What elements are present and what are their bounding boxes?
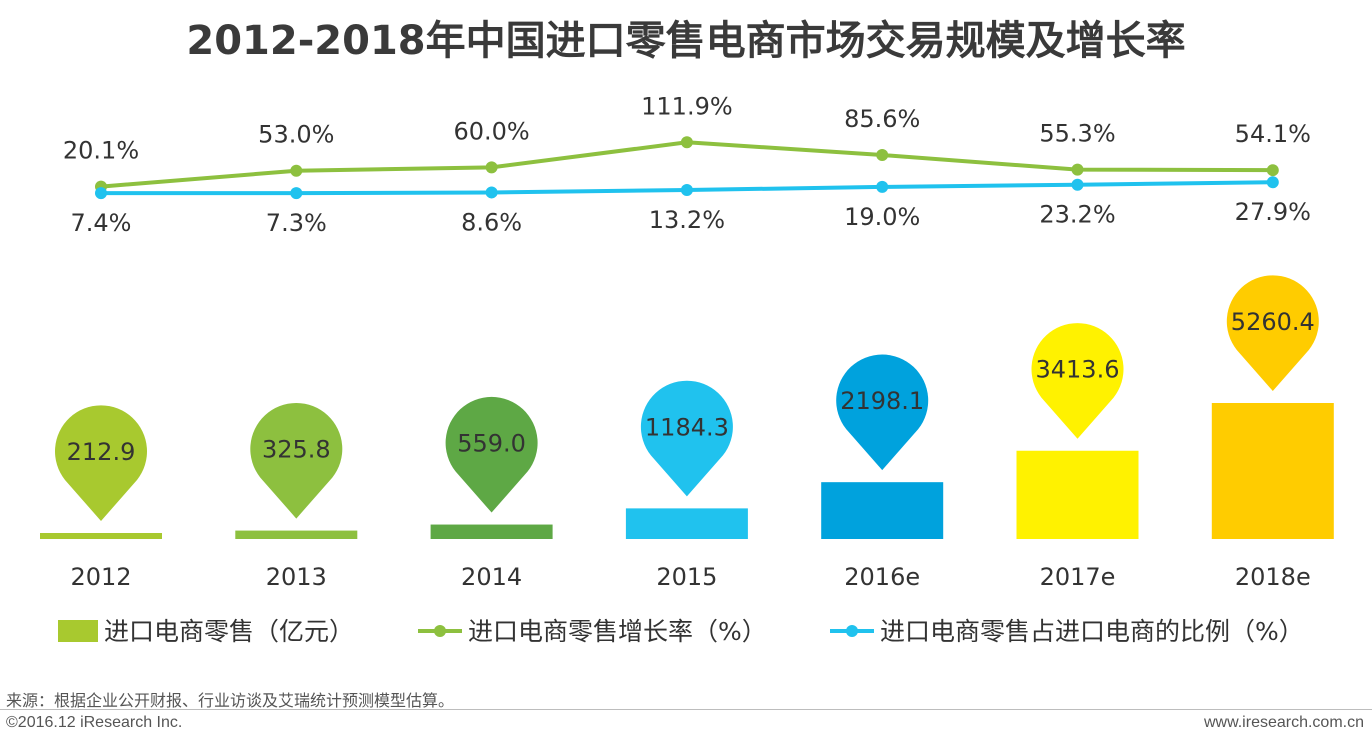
line-value-label: 23.2% [1039, 201, 1115, 229]
line-value-label: 8.6% [461, 208, 522, 236]
line-point [1266, 164, 1279, 177]
value-pin-2015 [640, 380, 733, 497]
line-series-growth-rate [100, 140, 1273, 189]
copyright: ©2016.12 iResearch Inc. [6, 714, 183, 731]
bar-value-label: 325.8 [262, 436, 331, 464]
bar-value-label: 559.0 [457, 430, 526, 458]
line-value-label: 20.1% [63, 137, 139, 165]
line-value-label: 13.2% [649, 206, 725, 234]
bar-value-label: 5260.4 [1231, 308, 1315, 336]
line-value-label: 27.9% [1235, 198, 1311, 226]
line-point [1071, 178, 1084, 191]
x-tick-label: 2017e [1040, 563, 1116, 591]
x-tick-label: 2016e [844, 563, 920, 591]
line-point [680, 136, 693, 149]
bar-value-label: 2198.1 [840, 387, 924, 415]
x-tick-label: 2014 [461, 563, 522, 591]
value-pin-2018e [1226, 275, 1319, 391]
line-point [95, 187, 107, 200]
line-point [290, 187, 303, 200]
line-value-label: 85.6% [844, 105, 920, 133]
line-point [485, 161, 498, 174]
line-point [680, 184, 693, 197]
x-tick-label: 2012 [70, 563, 131, 591]
legend-bar-label: 进口电商零售（亿元） [104, 617, 354, 646]
chart: 212.9 325.8 559.01184.32198.13413.65260.4 … [40, 92, 1334, 646]
line-point [876, 180, 889, 193]
value-pin-2014 [445, 396, 538, 513]
line-value-label: 60.0% [453, 117, 529, 145]
value-pin-2013 [250, 402, 343, 519]
line-point [485, 186, 498, 199]
x-tick-label: 2013 [266, 563, 327, 591]
line-value-label: 19.0% [844, 203, 920, 231]
line-value-label: 7.3% [266, 209, 327, 237]
bar-2016e [821, 482, 944, 539]
bar-2013 [235, 530, 358, 539]
bar-2017e [1016, 450, 1139, 539]
legend-share-marker [846, 625, 858, 637]
line-value-label: 53.0% [258, 121, 334, 149]
line-point [1071, 163, 1084, 176]
line-value-label: 55.3% [1039, 120, 1115, 148]
line-point [876, 148, 889, 161]
line-point [290, 164, 303, 177]
value-pin-2012 [55, 405, 147, 521]
value-pin-2016e [836, 354, 929, 471]
legend-growth-marker [434, 625, 446, 637]
footer-divider [0, 709, 1372, 710]
bar-value-label: 212.9 [67, 438, 136, 466]
bar-2018e [1211, 403, 1334, 539]
value-pin-2017e [1031, 323, 1124, 439]
bar-2012 [40, 533, 162, 539]
bar-2015 [625, 508, 748, 539]
legend-bar-swatch [58, 620, 98, 642]
legend-share-label: 进口电商零售占进口电商的比例（%） [880, 617, 1304, 646]
chart-title: 2012-2018年中国进口零售电商市场交易规模及增长率 [186, 18, 1186, 64]
legend-growth-label: 进口电商零售增长率（%） [468, 617, 767, 646]
line-point [1266, 176, 1279, 189]
x-tick-label: 2018e [1235, 563, 1311, 591]
source-note: 来源：根据企业公开财报、行业访谈及艾瑞统计预测模型估算。 [6, 693, 455, 710]
website-link[interactable]: www.iresearch.com.cn [1203, 714, 1364, 731]
x-tick-label: 2015 [656, 563, 717, 591]
line-value-label: 111.9% [641, 92, 733, 120]
line-value-label: 54.1% [1235, 120, 1311, 148]
bar-2014 [430, 524, 553, 539]
bar-value-label: 1184.3 [645, 413, 729, 441]
line-value-label: 7.4% [71, 209, 132, 237]
bar-value-label: 3413.6 [1036, 356, 1120, 384]
